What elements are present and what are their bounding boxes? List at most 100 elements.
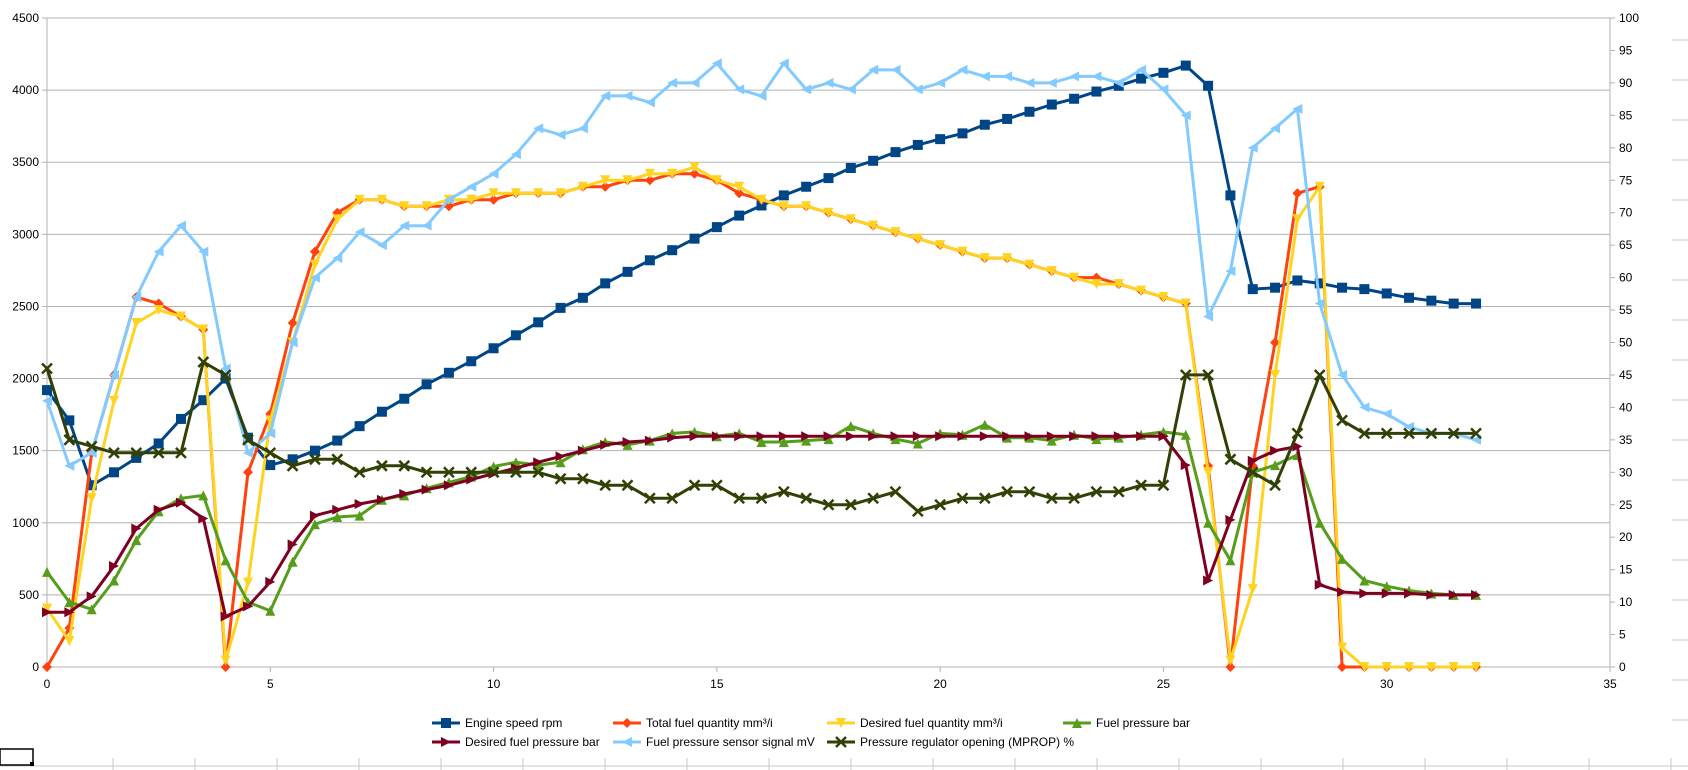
data-point — [108, 561, 119, 572]
data-point — [756, 437, 767, 448]
legend-label: Desired fuel pressure bar — [465, 735, 600, 749]
grid-lines — [47, 17, 1610, 668]
marker-stroke — [398, 459, 411, 472]
data-point — [175, 311, 186, 322]
data-point — [1470, 427, 1482, 440]
y-tick-label: 2000 — [12, 372, 39, 386]
y2-tick-label: 15 — [1619, 563, 1633, 577]
data-point — [1158, 84, 1169, 95]
data-point — [912, 139, 923, 150]
x-tick-label: 30 — [1380, 677, 1394, 691]
data-point — [354, 510, 365, 521]
marker-stroke — [197, 356, 210, 368]
data-point — [265, 428, 276, 439]
marker-stroke — [688, 479, 701, 492]
data-point — [376, 459, 388, 472]
data-point — [242, 467, 253, 478]
data-point — [912, 438, 923, 449]
data-point — [734, 181, 745, 192]
y2-tick-label: 85 — [1619, 108, 1633, 122]
data-point — [1359, 284, 1370, 295]
data-point — [220, 555, 231, 566]
data-point — [644, 175, 655, 186]
marker-stroke — [1135, 479, 1147, 492]
y2-tick-label: 50 — [1619, 336, 1633, 350]
data-point — [265, 460, 276, 471]
data-point — [198, 395, 209, 406]
data-point — [666, 492, 679, 505]
marker-stroke — [130, 446, 143, 459]
data-point — [577, 123, 588, 134]
data-point — [823, 77, 834, 88]
data-point — [265, 605, 276, 616]
data-point — [376, 406, 387, 417]
y-tick-label: 4000 — [12, 83, 39, 97]
data-point — [845, 214, 856, 225]
data-point — [309, 510, 320, 521]
data-point — [152, 446, 165, 459]
legend-label: Desired fuel quantity mm³/i — [860, 716, 1003, 730]
legend-swatch-marker — [835, 736, 847, 748]
data-point — [42, 566, 52, 577]
y2-tick-label: 80 — [1619, 141, 1633, 155]
data-point — [510, 149, 521, 160]
data-point — [1136, 431, 1147, 442]
data-point — [1270, 282, 1281, 293]
data-point — [868, 431, 879, 442]
marker-stroke — [835, 736, 847, 748]
data-point — [1426, 662, 1437, 672]
legend-entry: Desired fuel pressure bar — [432, 735, 600, 749]
data-point — [1247, 284, 1258, 295]
sheet-decor — [0, 39, 1688, 770]
marker-stroke — [1224, 453, 1237, 466]
data-point — [667, 77, 678, 88]
y2-tick-label: 0 — [1619, 660, 1626, 674]
legend-label: Fuel pressure sensor signal mV — [646, 735, 815, 749]
data-point — [533, 317, 544, 328]
data-point — [1225, 662, 1236, 672]
y2-tick-label: 30 — [1619, 465, 1633, 479]
data-point — [153, 504, 164, 515]
data-point — [421, 220, 432, 231]
data-point — [845, 431, 856, 442]
data-point — [264, 446, 277, 459]
data-point — [198, 324, 209, 335]
data-point — [108, 369, 119, 380]
data-point — [1136, 64, 1147, 75]
marker-stroke — [1157, 479, 1170, 492]
marker-stroke — [1090, 485, 1103, 498]
data-point — [957, 431, 968, 442]
data-point — [488, 168, 499, 179]
data-point — [287, 556, 298, 567]
data-point — [667, 432, 678, 443]
data-point — [1381, 581, 1392, 592]
data-point — [555, 129, 566, 140]
marker-stroke — [1068, 492, 1080, 505]
data-point — [242, 577, 253, 588]
data-point — [979, 431, 990, 442]
data-point — [42, 607, 52, 618]
y2-tick-label: 45 — [1619, 368, 1633, 382]
y2-tick-label: 40 — [1619, 400, 1633, 414]
data-point — [1158, 292, 1169, 303]
data-point — [1292, 214, 1303, 225]
data-point — [778, 190, 789, 201]
data-point — [577, 472, 589, 485]
data-point — [890, 64, 901, 75]
marker-stroke — [621, 479, 634, 492]
data-point — [1292, 275, 1303, 286]
data-point — [398, 459, 411, 472]
data-point — [643, 492, 656, 505]
data-point — [1113, 80, 1124, 91]
data-point — [644, 435, 655, 446]
marker-stroke — [643, 492, 656, 505]
data-point — [912, 431, 923, 442]
data-point — [734, 84, 745, 95]
data-point — [1091, 434, 1102, 445]
data-point — [1225, 190, 1236, 201]
data-point — [1314, 298, 1325, 309]
marker-stroke — [710, 479, 723, 492]
marker-stroke — [1246, 466, 1259, 479]
data-point — [354, 227, 365, 238]
data-point — [711, 431, 722, 442]
